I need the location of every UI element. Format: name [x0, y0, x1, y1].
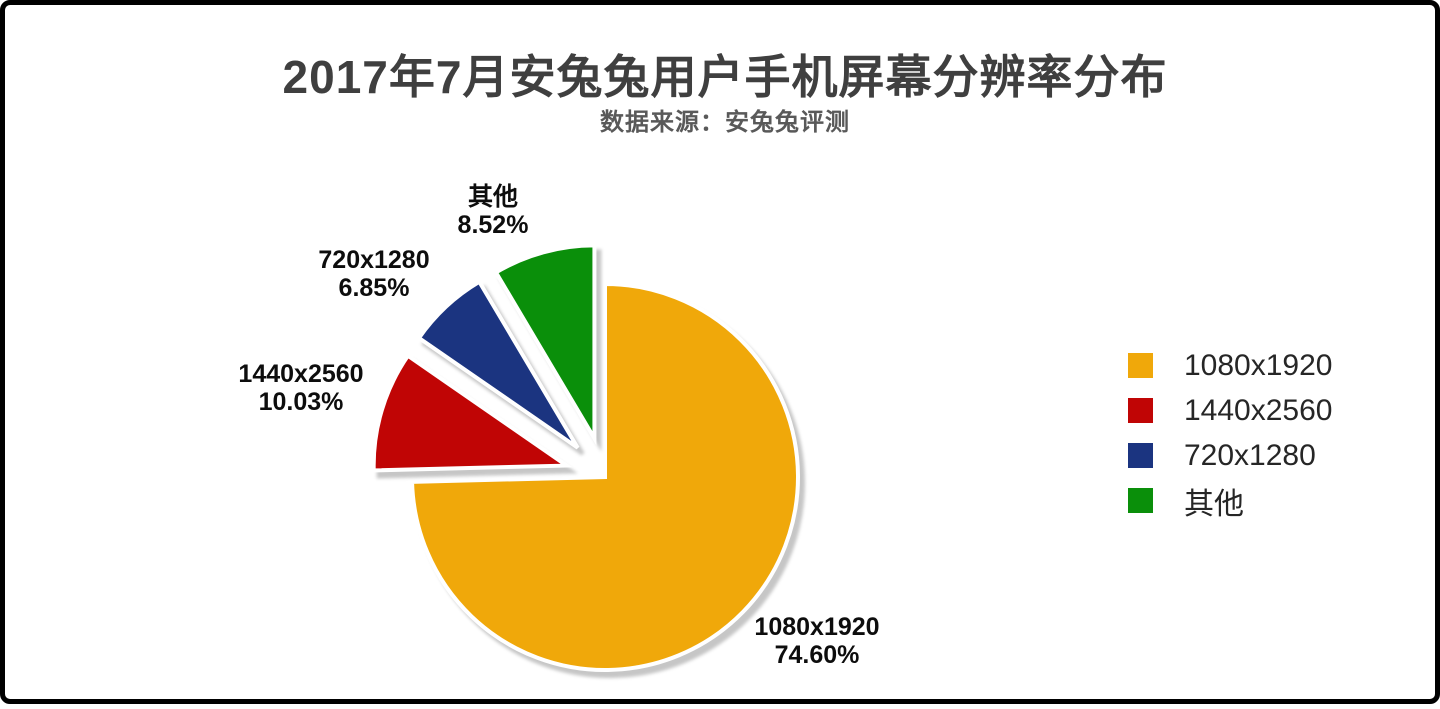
slice-label-1440x2560: 1440x2560 10.03%: [238, 360, 363, 416]
legend-label: 720x1280: [1184, 438, 1316, 472]
legend-label: 1440x2560: [1184, 393, 1333, 427]
slice-label-category: 720x1280: [318, 246, 430, 274]
legend: 1080x1920 1440x2560 720x1280 其他: [1128, 343, 1332, 523]
slice-label-category: 1080x1920: [754, 613, 880, 641]
slice-label-percent: 10.03%: [258, 388, 344, 416]
pie-slice-其他: [493, 243, 597, 446]
legend-swatch-icon: [1128, 353, 1161, 386]
pie-slice-720x1280: [416, 279, 580, 450]
slice-label-percent: 6.85%: [338, 274, 410, 302]
legend-swatch-icon: [1128, 488, 1161, 521]
slice-label-category: 其他: [467, 183, 519, 211]
pie-slice-1440x2560: [371, 352, 573, 473]
slice-label-720x1280: 720x1280 6.85%: [318, 246, 429, 302]
legend-label: 其他: [1184, 487, 1244, 521]
legend-item-其他: 其他: [1128, 478, 1332, 523]
slice-label-1080x1920: 1080x1920 74.60%: [754, 613, 879, 669]
chart-title: 2017年7月安兔兔用户手机屏幕分辨率分布: [282, 51, 1168, 103]
legend-item-720x1280: 720x1280: [1128, 433, 1332, 478]
legend-swatch-icon: [1128, 443, 1161, 476]
slice-label-percent: 74.60%: [774, 641, 860, 669]
pie-chart: [371, 243, 800, 672]
legend-swatch-icon: [1128, 398, 1161, 431]
slice-label-percent: 8.52%: [457, 211, 529, 239]
chart-subtitle: 数据来源：安兔兔评测: [600, 109, 850, 136]
pie-slice-1080x1920: [410, 281, 800, 672]
legend-label: 1080x1920: [1184, 348, 1333, 382]
slice-label-其他: 其他 8.52%: [458, 183, 529, 239]
legend-item-1440x2560: 1440x2560: [1128, 388, 1332, 433]
slice-label-category: 1440x2560: [238, 360, 364, 388]
legend-item-1080x1920: 1080x1920: [1128, 343, 1332, 388]
